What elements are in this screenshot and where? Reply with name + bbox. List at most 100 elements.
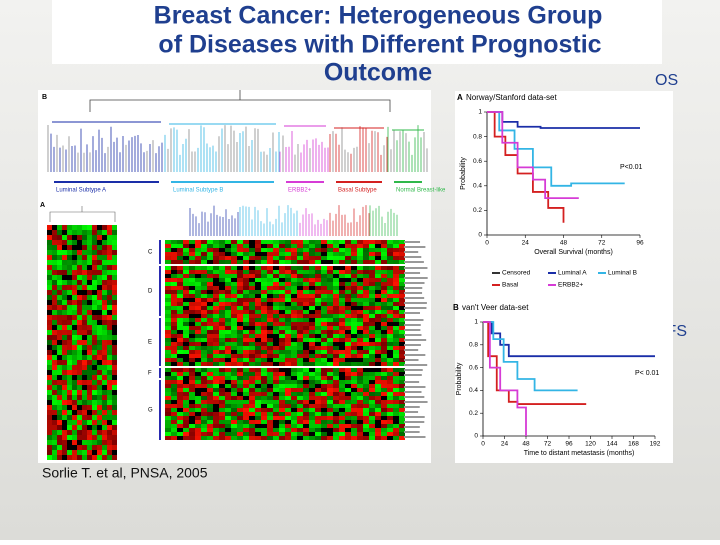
heatmap-cell <box>399 380 405 384</box>
heatmap-cell <box>171 396 177 400</box>
heatmap-cell <box>291 278 297 282</box>
heatmap-cell <box>213 420 219 424</box>
heatmap-cell <box>393 354 399 358</box>
heatmap-cell <box>315 412 321 416</box>
heatmap-cell <box>87 240 92 245</box>
heatmap-cell <box>57 360 62 365</box>
heatmap-cell <box>243 274 249 278</box>
heatmap-cell <box>207 428 213 432</box>
heatmap-cell <box>369 274 375 278</box>
heatmap-cell <box>231 372 237 376</box>
heatmap-cell <box>165 338 171 342</box>
heatmap-cell <box>97 430 102 435</box>
heatmap-cell <box>351 318 357 322</box>
heatmap-cell <box>321 396 327 400</box>
heatmap-cell <box>243 436 249 440</box>
heatmap-cell <box>387 372 393 376</box>
heatmap-cell <box>267 408 273 412</box>
heatmap-cell <box>112 280 117 285</box>
heatmap-cell <box>207 392 213 396</box>
heatmap-cell <box>387 400 393 404</box>
heatmap-cell <box>369 428 375 432</box>
heatmap-cell <box>171 322 177 326</box>
heatmap-cell <box>72 350 77 355</box>
heatmap-cell <box>225 334 231 338</box>
heatmap-cell <box>112 430 117 435</box>
heatmap-cell <box>375 388 381 392</box>
heatmap-cell <box>375 346 381 350</box>
heatmap-cell <box>97 335 102 340</box>
heatmap-cell <box>345 274 351 278</box>
heatmap-cell <box>72 270 77 275</box>
heatmap-cell <box>207 358 213 362</box>
heatmap-cell <box>255 256 261 260</box>
heatmap-cell <box>249 260 255 264</box>
heatmap-cell <box>82 390 87 395</box>
heatmap-cell <box>219 294 225 298</box>
heatmap-cell <box>87 440 92 445</box>
heatmap-cell <box>207 248 213 252</box>
heatmap-cell <box>77 310 82 315</box>
heatmap-cell <box>387 368 393 372</box>
legend-swatch <box>598 272 606 274</box>
heatmap-cell <box>82 275 87 280</box>
heatmap-cell <box>333 338 339 342</box>
heatmap-cell <box>339 318 345 322</box>
heatmap-cell <box>363 322 369 326</box>
heatmap-cell <box>297 334 303 338</box>
heatmap-cell <box>279 282 285 286</box>
heatmap-cell <box>399 286 405 290</box>
heatmap-cell <box>107 295 112 300</box>
heatmap-cell <box>267 270 273 274</box>
heatmap-cell <box>183 252 189 256</box>
heatmap-cell <box>219 298 225 302</box>
heatmap-cell <box>291 372 297 376</box>
heatmap-cell <box>97 270 102 275</box>
heatmap-cell <box>375 358 381 362</box>
heatmap-cell <box>231 334 237 338</box>
heatmap-cell <box>345 310 351 314</box>
gene-label <box>404 396 425 398</box>
heatmap-cell <box>92 330 97 335</box>
heatmap-cell <box>72 310 77 315</box>
heatmap-cell <box>333 266 339 270</box>
heatmap-cell <box>345 392 351 396</box>
heatmap-cell <box>291 420 297 424</box>
heatmap-cell <box>351 330 357 334</box>
heatmap-cell <box>363 380 369 384</box>
heatmap-cell <box>285 400 291 404</box>
heatmap-cell <box>273 392 279 396</box>
heatmap-cell <box>345 290 351 294</box>
heatmap-cell <box>112 310 117 315</box>
heatmap-cell <box>357 310 363 314</box>
heatmap-cell <box>315 306 321 310</box>
heatmap-cell <box>213 338 219 342</box>
heatmap-cell <box>195 372 201 376</box>
heatmap-cell <box>351 384 357 388</box>
x-tick-label: 96 <box>565 441 573 448</box>
heatmap-cell <box>87 325 92 330</box>
heatmap-cell <box>189 412 195 416</box>
heatmap-cell <box>171 380 177 384</box>
heatmap-cell <box>399 404 405 408</box>
heatmap-cell <box>102 340 107 345</box>
heatmap-cell <box>279 294 285 298</box>
heatmap-cell <box>72 335 77 340</box>
heatmap-cell <box>82 270 87 275</box>
heatmap-cell <box>67 355 72 360</box>
legend-label: Luminal A <box>558 270 587 277</box>
heatmap-cell <box>183 244 189 248</box>
heatmap-cell <box>171 354 177 358</box>
heatmap-cell <box>213 404 219 408</box>
heatmap-cell <box>92 450 97 455</box>
heatmap-cell <box>333 290 339 294</box>
heatmap-cell <box>399 240 405 244</box>
panel-label: B <box>453 303 459 312</box>
heatmap-cell <box>399 330 405 334</box>
heatmap-cell <box>243 294 249 298</box>
heatmap-cell <box>225 270 231 274</box>
heatmap-cell <box>279 326 285 330</box>
heatmap-cell <box>285 372 291 376</box>
heatmap-cell <box>297 432 303 436</box>
heatmap-cell <box>82 395 87 400</box>
